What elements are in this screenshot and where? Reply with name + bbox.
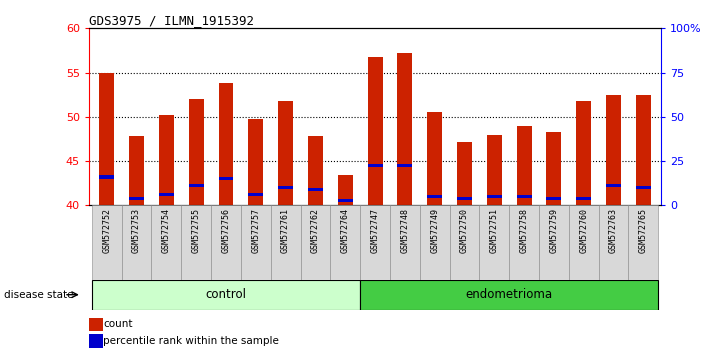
Bar	[338, 199, 353, 202]
Bar	[308, 136, 323, 205]
Text: count: count	[103, 319, 133, 329]
Text: GSM572759: GSM572759	[550, 207, 558, 252]
Text: GSM572748: GSM572748	[400, 207, 410, 252]
Text: GSM572751: GSM572751	[490, 207, 499, 252]
Bar	[606, 184, 621, 187]
Bar	[457, 197, 472, 200]
Bar	[100, 176, 114, 178]
Text: GSM572761: GSM572761	[281, 207, 290, 252]
Text: GSM572763: GSM572763	[609, 207, 618, 252]
Bar	[427, 195, 442, 198]
Bar	[360, 205, 390, 280]
Bar	[397, 164, 412, 167]
Bar	[390, 205, 419, 280]
Text: GSM572765: GSM572765	[639, 207, 648, 252]
Bar	[129, 197, 144, 200]
Bar	[89, 318, 102, 331]
Text: GSM572760: GSM572760	[579, 207, 588, 252]
Bar	[547, 197, 562, 200]
Text: GSM572762: GSM572762	[311, 207, 320, 252]
Bar	[509, 205, 539, 280]
Bar	[188, 184, 203, 187]
Bar	[427, 113, 442, 205]
Bar	[517, 126, 532, 205]
Bar	[181, 205, 211, 280]
Text: GSM572747: GSM572747	[370, 207, 380, 252]
Bar	[188, 99, 203, 205]
Bar	[338, 175, 353, 205]
Bar	[360, 280, 658, 310]
Bar	[278, 101, 293, 205]
Bar	[479, 205, 509, 280]
Bar	[577, 197, 591, 200]
Text: percentile rank within the sample: percentile rank within the sample	[103, 336, 279, 346]
Text: endometrioma: endometrioma	[466, 288, 552, 301]
Bar	[547, 132, 562, 205]
Bar	[636, 186, 651, 189]
Bar	[278, 186, 293, 189]
Bar	[92, 280, 360, 310]
Bar	[301, 205, 331, 280]
Bar	[92, 205, 122, 280]
Text: GSM572757: GSM572757	[251, 207, 260, 252]
Text: GSM572753: GSM572753	[132, 207, 141, 252]
Bar	[248, 193, 263, 196]
Text: GSM572755: GSM572755	[192, 207, 201, 252]
Text: GSM572749: GSM572749	[430, 207, 439, 252]
Bar	[636, 95, 651, 205]
Bar	[218, 177, 233, 180]
Bar	[629, 205, 658, 280]
Bar	[159, 193, 173, 196]
Bar	[100, 74, 114, 205]
Bar	[241, 205, 271, 280]
Bar	[159, 115, 173, 205]
Text: GSM572750: GSM572750	[460, 207, 469, 252]
Bar	[248, 119, 263, 205]
Bar	[517, 195, 532, 198]
Bar	[271, 205, 301, 280]
Text: GSM572752: GSM572752	[102, 207, 111, 252]
Bar	[218, 83, 233, 205]
Text: control: control	[205, 288, 247, 301]
Bar	[331, 205, 360, 280]
Text: GSM572758: GSM572758	[520, 207, 528, 252]
Bar	[129, 136, 144, 205]
Text: GDS3975 / ILMN_1915392: GDS3975 / ILMN_1915392	[89, 14, 254, 27]
Text: GSM572764: GSM572764	[341, 207, 350, 252]
Bar	[397, 53, 412, 205]
Bar	[539, 205, 569, 280]
Text: GSM572754: GSM572754	[162, 207, 171, 252]
Bar	[457, 142, 472, 205]
Bar	[419, 205, 449, 280]
Bar	[449, 205, 479, 280]
Bar	[308, 188, 323, 191]
Bar	[151, 205, 181, 280]
Bar	[368, 164, 383, 167]
Bar	[368, 57, 383, 205]
Bar	[487, 136, 502, 205]
Text: GSM572756: GSM572756	[222, 207, 230, 252]
Bar	[211, 205, 241, 280]
Bar	[606, 95, 621, 205]
Bar	[569, 205, 599, 280]
Bar	[122, 205, 151, 280]
Bar	[599, 205, 629, 280]
Bar	[577, 101, 591, 205]
Bar	[89, 334, 102, 348]
Text: disease state: disease state	[4, 290, 73, 300]
Bar	[487, 195, 502, 198]
